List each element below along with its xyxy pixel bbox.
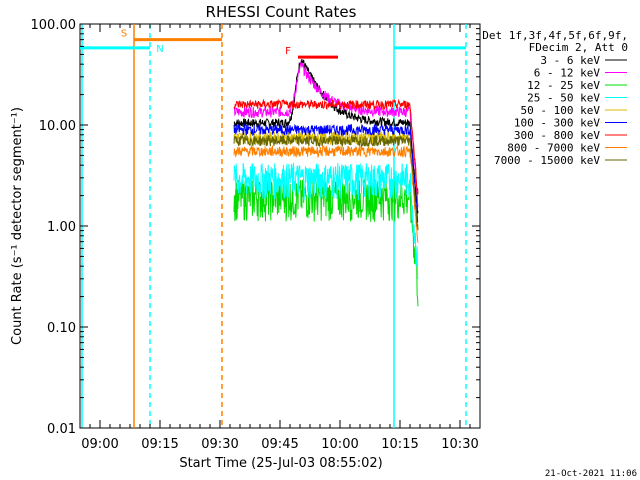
y-tick-label: 0.01 [47,422,76,437]
legend-entry-label: 300 - 800 keV [514,129,600,142]
series-line [233,161,419,280]
series-line [233,123,419,224]
y-axis: 0.01 0.10 1.00 10.00 100.00 [31,18,480,437]
series-line [233,144,419,243]
annotation-label: F [285,46,291,57]
legend-header-line: FDecim 2, Att 0 [529,41,628,54]
series-line [233,134,419,231]
plot-frame [79,23,481,429]
legend-entry-label: 6 - 12 keV [534,67,601,80]
x-tick-label: 10:00 [321,437,358,452]
x-tick-label: 09:15 [141,437,178,452]
legend-header-line: Det 1f,3f,4f,5f,6f,9f, [482,29,628,42]
legend-entry-label: 25 - 50 keV [527,92,600,105]
series-line [233,60,419,207]
y-axis-label: Count Rate (s⁻¹ detector segment⁻¹) [10,107,25,345]
legend-entry-label: 7000 - 15000 keV [494,154,600,167]
annotation-bars: S N F [80,29,466,59]
vertical-marker-lines [81,24,467,428]
legend: Det 1f,3f,4f,5f,6f,9f,FDecim 2, Att 03 -… [482,29,628,167]
legend-entry-label: 12 - 25 keV [527,79,600,92]
legend-entry-label: 3 - 6 keV [540,54,600,67]
x-tick-label: 10:15 [381,437,418,452]
y-tick-label: 100.00 [31,18,77,33]
y-tick-label: 10.00 [39,119,76,134]
legend-entry-label: 100 - 300 keV [514,117,600,130]
x-axis: 09:00 09:15 09:30 09:45 10:00 10:15 10:30 [79,24,481,452]
y-tick-label: 0.10 [47,321,76,336]
y-tick-label: 1.00 [47,220,76,235]
series-line [233,98,419,195]
series-line [233,177,419,307]
x-tick-label: 09:30 [201,437,238,452]
x-axis-label: Start Time (25-Jul-03 08:55:02) [179,456,382,471]
series-group [233,59,419,307]
x-tick-label: 09:00 [81,437,118,452]
chart-title: RHESSI Count Rates [206,3,357,21]
annotation-label: N [156,44,163,55]
annotation-label: S [121,29,127,40]
x-tick-label: 09:45 [261,437,298,452]
x-tick-label: 10:30 [441,437,478,452]
series-line [233,59,419,214]
legend-entry-label: 50 - 100 keV [521,104,601,117]
legend-entry-label: 800 - 7000 keV [507,142,600,155]
footer-timestamp: 21-Oct-2021 11:06 [545,469,637,479]
